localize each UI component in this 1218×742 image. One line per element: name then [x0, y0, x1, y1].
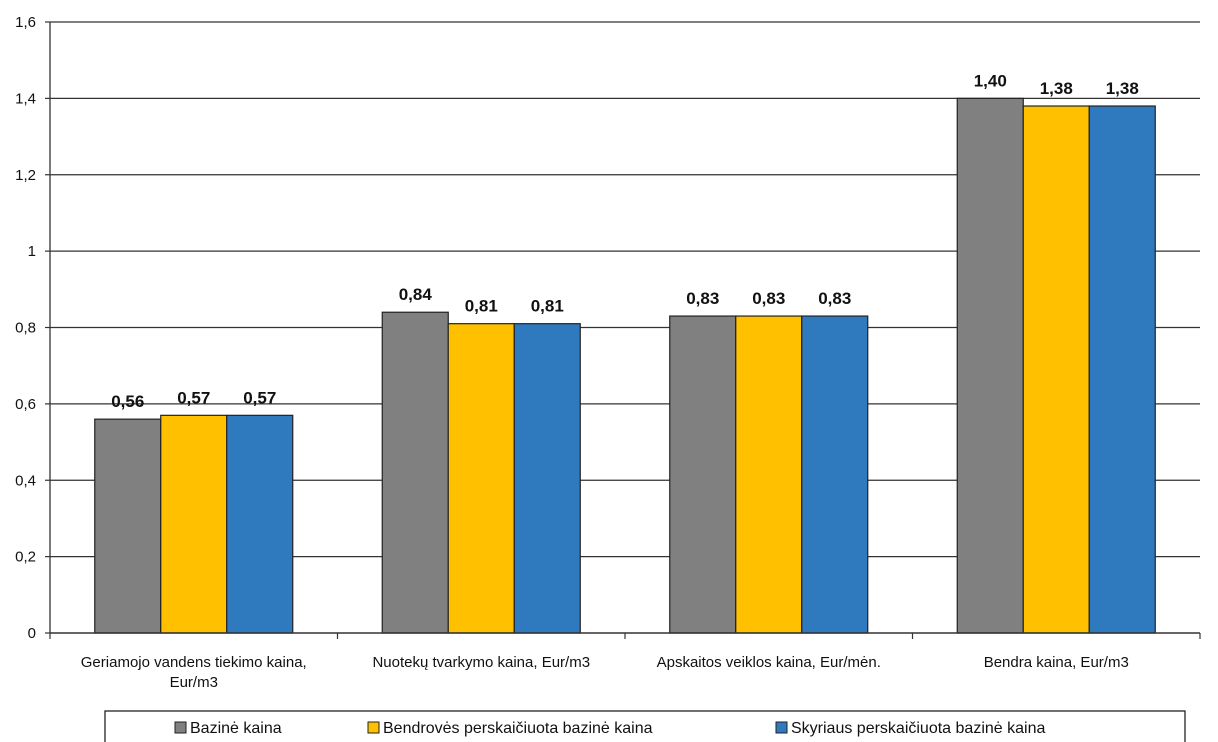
data-label: 0,83 [686, 289, 719, 308]
data-label: 0,81 [465, 297, 498, 316]
data-label: 0,57 [243, 388, 276, 407]
legend-label: Bendrovės perskaičiuota bazinė kaina [383, 720, 653, 737]
data-label: 0,56 [111, 392, 144, 411]
y-tick-label: 1,6 [15, 14, 36, 31]
y-tick-label: 0,4 [15, 472, 36, 489]
y-tick-label: 0,8 [15, 320, 36, 337]
legend-label: Bazinė kaina [190, 720, 282, 737]
legend-swatch [775, 721, 788, 734]
x-category-label: Bendra kaina, Eur/m3 [984, 654, 1129, 671]
bar [160, 414, 228, 634]
x-category-label: Apskaitos veiklos kaina, Eur/mėn. [657, 654, 881, 671]
legend-swatch [367, 721, 380, 734]
bar [226, 414, 294, 634]
y-tick-label: 1 [28, 243, 36, 260]
bar [381, 311, 449, 634]
data-label: 1,38 [1040, 79, 1073, 98]
bar [94, 418, 162, 634]
data-label: 0,57 [177, 388, 210, 407]
y-tick-label: 0 [28, 625, 36, 642]
y-tick-label: 1,4 [15, 90, 36, 107]
x-axis: Geriamojo vandens tiekimo kaina, Eur/m3 Nu… [49, 632, 1201, 691]
x-category-label: Eur/m3 [170, 674, 218, 691]
data-label: 0,83 [752, 289, 785, 308]
bar [513, 323, 581, 634]
legend: Bazinė kaina Bendrovės perskaičiuota bazi… [104, 710, 1186, 742]
bar [1022, 105, 1090, 634]
y-tick-label: 1,2 [15, 167, 36, 184]
legend-label: Skyriaus perskaičiuota bazinė kaina [791, 720, 1045, 737]
bar [447, 323, 515, 634]
data-label: 0,81 [531, 297, 564, 316]
bar [669, 315, 737, 634]
y-axis: 0 0,2 0,4 0,6 0,8 1 1,2 1,4 1,6 [15, 14, 51, 642]
x-category-label: Nuotekų tvarkymo kaina, Eur/m3 [372, 654, 590, 671]
bar [801, 315, 869, 634]
x-category-label: Geriamojo vandens tiekimo kaina, [81, 654, 307, 671]
bar [1088, 105, 1156, 634]
bars [94, 97, 1156, 634]
y-tick-label: 0,2 [15, 549, 36, 566]
data-label: 1,40 [974, 71, 1007, 90]
y-tick-label: 0,6 [15, 396, 36, 413]
data-label: 0,84 [399, 285, 433, 304]
data-label: 1,38 [1106, 79, 1139, 98]
legend-swatch [174, 721, 187, 734]
legend-box [104, 710, 1186, 742]
bar [735, 315, 803, 634]
data-label: 0,83 [818, 289, 851, 308]
bar [956, 97, 1024, 634]
data-labels: 0,56 0,57 0,57 0,84 0,81 0,81 0,83 0,83 0,83 1,40… [111, 71, 1139, 411]
